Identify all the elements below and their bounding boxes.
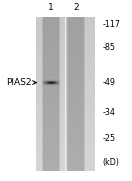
- Text: 1: 1: [48, 3, 53, 12]
- Text: PIAS2: PIAS2: [7, 78, 36, 87]
- Text: -34: -34: [102, 108, 115, 117]
- Text: 2: 2: [74, 3, 79, 12]
- Text: (kD): (kD): [102, 158, 119, 167]
- Text: -117: -117: [102, 20, 120, 29]
- Text: -49: -49: [102, 78, 115, 87]
- Text: -85: -85: [102, 43, 115, 52]
- Text: -25: -25: [102, 134, 115, 143]
